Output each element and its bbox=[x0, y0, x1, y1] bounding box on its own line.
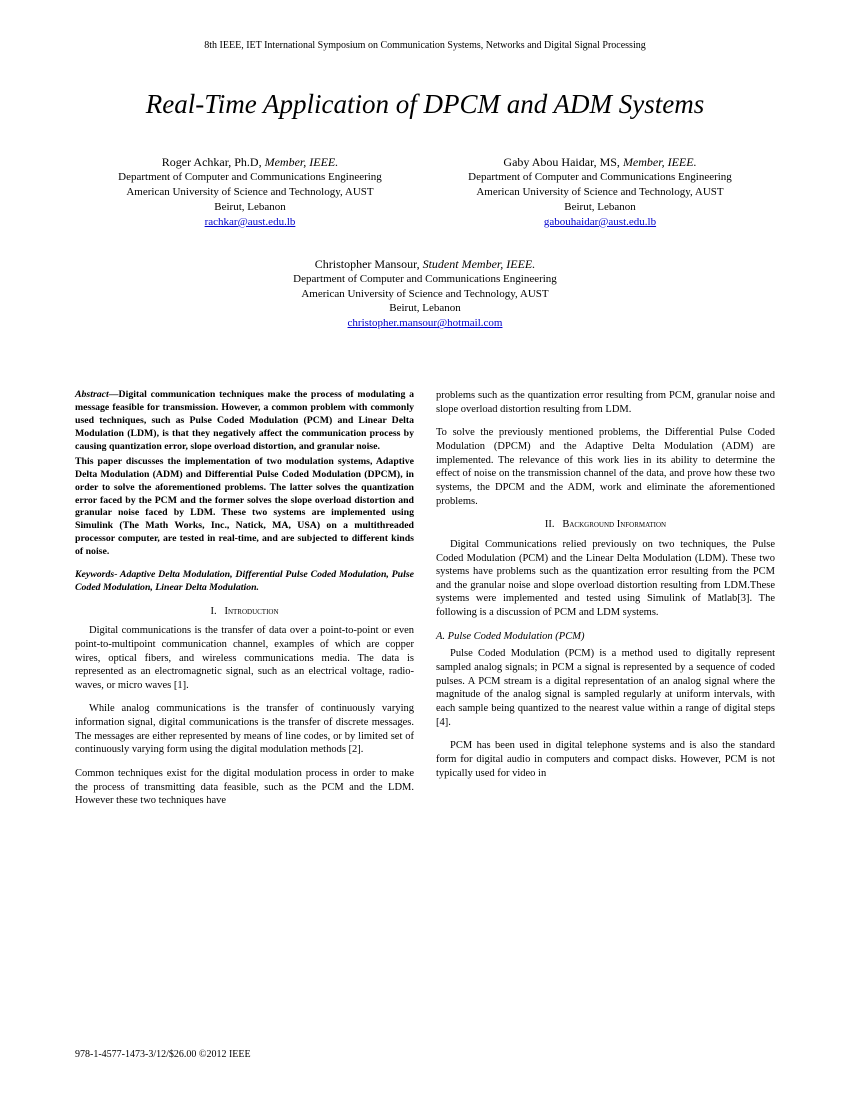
section-heading-intro: I. Introduction bbox=[75, 605, 414, 619]
two-column-body: Abstract—Digital communication technique… bbox=[75, 389, 775, 818]
author-dept: Department of Computer and Communication… bbox=[75, 272, 775, 287]
copyright-footer: 978-1-4577-1473-3/12/$26.00 ©2012 IEEE bbox=[75, 1049, 251, 1060]
author-email-link[interactable]: gabouhaidar@aust.edu.lb bbox=[544, 216, 656, 228]
author-name: Roger Achkar, Ph.D, Member, IEEE. bbox=[75, 154, 425, 170]
author-left: Roger Achkar, Ph.D, Member, IEEE. Depart… bbox=[75, 154, 425, 230]
author-city: Beirut, Lebanon bbox=[75, 200, 425, 215]
abstract-p1: Digital communication techniques make th… bbox=[75, 389, 414, 452]
author-right: Gaby Abou Haidar, MS, Member, IEEE. Depa… bbox=[425, 154, 775, 230]
left-column: Abstract—Digital communication technique… bbox=[75, 389, 414, 818]
section-heading-background: II. Background Information bbox=[436, 518, 775, 532]
author-univ: American University of Science and Techn… bbox=[75, 287, 775, 302]
author-email-link[interactable]: rachkar@aust.edu.lb bbox=[205, 216, 296, 228]
authors-row-top: Roger Achkar, Ph.D, Member, IEEE. Depart… bbox=[75, 154, 775, 230]
author-dept: Department of Computer and Communication… bbox=[425, 170, 775, 185]
sub-a-p1: Pulse Coded Modulation (PCM) is a method… bbox=[436, 647, 775, 729]
bg-p1: Digital Communications relied previously… bbox=[436, 538, 775, 620]
intro-p2: While analog communications is the trans… bbox=[75, 702, 414, 757]
author-univ: American University of Science and Techn… bbox=[425, 185, 775, 200]
abstract: Abstract—Digital communication technique… bbox=[75, 389, 414, 559]
author-center: Christopher Mansour, Student Member, IEE… bbox=[75, 256, 775, 332]
right-column: problems such as the quantization error … bbox=[436, 389, 775, 818]
col2-p1: problems such as the quantization error … bbox=[436, 389, 775, 416]
paper-title: Real-Time Application of DPCM and ADM Sy… bbox=[75, 89, 775, 120]
subsection-a: A. Pulse Coded Modulation (PCM) bbox=[436, 630, 775, 644]
author-email-link[interactable]: christopher.mansour@hotmail.com bbox=[348, 317, 503, 329]
intro-p1: Digital communications is the transfer o… bbox=[75, 624, 414, 692]
intro-p3: Common techniques exist for the digital … bbox=[75, 767, 414, 808]
keywords: Keywords- Adaptive Delta Modulation, Dif… bbox=[75, 569, 414, 594]
author-city: Beirut, Lebanon bbox=[75, 301, 775, 316]
author-city: Beirut, Lebanon bbox=[425, 200, 775, 215]
conference-header: 8th IEEE, IET International Symposium on… bbox=[75, 40, 775, 51]
author-name: Christopher Mansour, Student Member, IEE… bbox=[75, 256, 775, 272]
author-dept: Department of Computer and Communication… bbox=[75, 170, 425, 185]
abstract-prefix: Abstract— bbox=[75, 389, 119, 400]
col2-p2: To solve the previously mentioned proble… bbox=[436, 426, 775, 508]
sub-a-p2: PCM has been used in digital telephone s… bbox=[436, 739, 775, 780]
abstract-p2: This paper discusses the implementation … bbox=[75, 456, 414, 557]
author-name: Gaby Abou Haidar, MS, Member, IEEE. bbox=[425, 154, 775, 170]
author-univ: American University of Science and Techn… bbox=[75, 185, 425, 200]
